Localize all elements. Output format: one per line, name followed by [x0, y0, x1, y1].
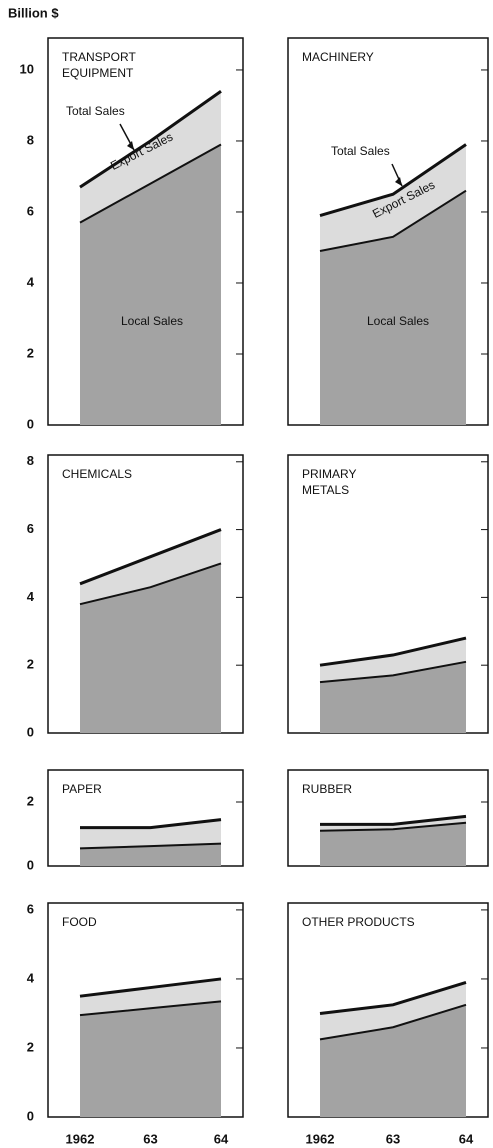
local-line	[79, 1000, 222, 1017]
export-area	[80, 529, 221, 605]
panel-title: CHEMICALS	[62, 467, 132, 481]
local-area	[80, 563, 221, 733]
y-tick-label: 6	[27, 203, 34, 218]
annotation: Local Sales	[121, 314, 183, 328]
export-area	[80, 91, 221, 223]
export-area	[320, 638, 466, 683]
total-line	[320, 814, 467, 826]
local-line	[319, 821, 467, 832]
panel-title: FOOD	[62, 915, 97, 929]
panel-title: PRIMARY	[302, 467, 356, 481]
y-tick-label: 6	[27, 521, 34, 536]
total-line	[319, 980, 467, 1015]
x-tick-label: 63	[386, 1131, 400, 1146]
total-line	[319, 636, 467, 667]
annotation: Total Sales	[66, 104, 125, 118]
panel-title: RUBBER	[302, 782, 352, 796]
annotation: Total Sales	[331, 144, 390, 158]
panel-title: METALS	[302, 483, 349, 497]
local-area	[320, 822, 466, 866]
panel-title: MACHINERY	[302, 50, 374, 64]
y-tick-label: 0	[27, 724, 34, 739]
local-area	[80, 144, 221, 425]
local-line	[319, 1003, 467, 1041]
export-area	[80, 819, 221, 849]
y-tick-label: 4	[27, 274, 35, 289]
y-tick-label: 6	[27, 901, 34, 916]
y-tick-label: 2	[27, 657, 34, 672]
y-tick-label: 0	[27, 416, 34, 431]
x-tick-label: 64	[459, 1131, 474, 1146]
total-line	[319, 143, 467, 217]
x-tick-label: 64	[214, 1131, 229, 1146]
local-line	[79, 562, 222, 606]
y-tick-label: 2	[27, 345, 34, 360]
y-tick-label: 2	[27, 1039, 34, 1054]
local-area	[80, 843, 221, 866]
y-tick-label: 4	[27, 970, 35, 985]
export-area	[320, 982, 466, 1040]
export-area	[80, 978, 221, 1016]
y-tick-label: 8	[27, 453, 34, 468]
local-area	[80, 1001, 221, 1117]
y-axis-label: Billion $	[8, 5, 59, 20]
x-tick-label: 63	[143, 1131, 157, 1146]
y-tick-label: 0	[27, 857, 34, 872]
panel-title: TRANSPORT	[62, 50, 136, 64]
export-area	[320, 816, 466, 831]
total-line	[79, 977, 222, 998]
y-tick-label: 8	[27, 132, 34, 147]
local-area	[320, 190, 466, 425]
panel-title: EQUIPMENT	[62, 66, 134, 80]
y-tick-label: 4	[27, 589, 35, 604]
panel-title: PAPER	[62, 782, 102, 796]
y-tick-label: 2	[27, 793, 34, 808]
x-tick-label: 1962	[306, 1131, 335, 1146]
y-tick-label: 10	[20, 61, 34, 76]
y-tick-label: 0	[27, 1108, 34, 1123]
local-area	[320, 1004, 466, 1117]
total-line	[79, 528, 222, 586]
local-line	[79, 842, 222, 850]
total-line	[80, 818, 222, 830]
local-line	[319, 189, 467, 253]
annotation: Local Sales	[367, 314, 429, 328]
x-tick-label: 1962	[66, 1131, 95, 1146]
local-line	[319, 660, 467, 684]
arrow-head	[127, 141, 134, 150]
local-line	[79, 143, 222, 224]
panel-title: OTHER PRODUCTS	[302, 915, 415, 929]
total-line	[79, 90, 222, 189]
arrow-head	[395, 177, 402, 186]
